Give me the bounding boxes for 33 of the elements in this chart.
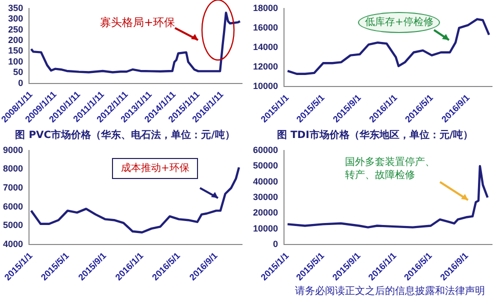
y-tick-label: 60000 (252, 144, 278, 155)
y-tick-label: 50 (13, 67, 24, 78)
y-tick-label: 300 (8, 14, 24, 24)
annotation: 成本推动+环保 (112, 158, 198, 179)
y-tick-label: 250 (8, 24, 24, 34)
y-tick-label: 4000 (2, 239, 24, 250)
y-tick-label: 14000 (252, 42, 278, 52)
y-tick-label: 5000 (2, 220, 24, 230)
annotation: 寡头格局+环保 (100, 16, 176, 30)
y-tick-label: 100 (8, 56, 24, 66)
annotation: 国外多套装置停产、转产、故障检修 (345, 156, 436, 182)
y-tick-label: 18000 (252, 2, 278, 13)
y-tick-label: 350 (8, 2, 24, 13)
y-tick-label: 10000 (252, 223, 278, 234)
y-tick-label: 12000 (252, 62, 278, 72)
y-tick-label: 0 (18, 78, 24, 88)
text: 请务必阅读正文之后的信息披露和法律声明 (295, 285, 485, 298)
y-tick-label: 9000 (2, 144, 24, 155)
y-tick-label: 6000 (2, 201, 24, 212)
y-tick-label: 200 (8, 35, 24, 46)
y-tick-label: 20000 (252, 208, 278, 218)
y-tick-label: 7000 (2, 182, 24, 193)
y-tick-label: 10000 (252, 81, 278, 92)
y-tick-label: 0 (273, 239, 278, 250)
annotation: 低库存+停检修 (358, 12, 440, 33)
chart-title: 图 PVC市场价格（华东、电石法，单位：元/吨） (14, 128, 236, 142)
y-tick-label: 40000 (252, 176, 278, 186)
y-tick-label: 30000 (252, 192, 278, 202)
y-tick-label: 16000 (252, 22, 278, 32)
chart-title: 图 TDI市场价格（华东地区，单位：元/吨） (276, 128, 474, 142)
y-tick-label: 8000 (2, 164, 24, 174)
y-tick-label: 150 (8, 46, 24, 56)
y-tick-label: 50000 (252, 160, 278, 171)
